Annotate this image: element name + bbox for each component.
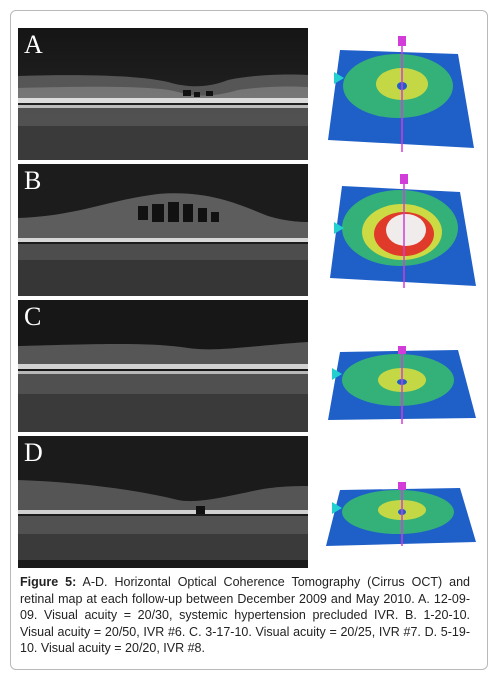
oct-scan-c: C xyxy=(18,300,308,432)
oct-scan-b: B xyxy=(18,164,308,296)
panel-label: A xyxy=(24,30,43,59)
oct-scan-d: D xyxy=(18,436,308,568)
caption-text: A-D. Horizontal Optical Coherence Tomogr… xyxy=(20,575,470,655)
panel-label: D xyxy=(24,438,43,467)
oct-scan-a: A xyxy=(18,28,308,160)
panel-b: B xyxy=(18,164,478,300)
panel-a: A xyxy=(18,28,478,164)
retinal-map-b xyxy=(318,164,478,296)
retinal-map-d xyxy=(318,436,478,568)
retinal-map-c xyxy=(318,300,478,432)
panel-label: B xyxy=(24,166,42,195)
figure-label: Figure 5: xyxy=(20,575,77,589)
panel-d: D xyxy=(18,436,478,572)
panel-c: C xyxy=(18,300,478,436)
retinal-map-a xyxy=(318,28,478,160)
panel-label: C xyxy=(24,302,42,331)
figure-caption: Figure 5: A-D. Horizontal Optical Cohere… xyxy=(20,574,470,657)
